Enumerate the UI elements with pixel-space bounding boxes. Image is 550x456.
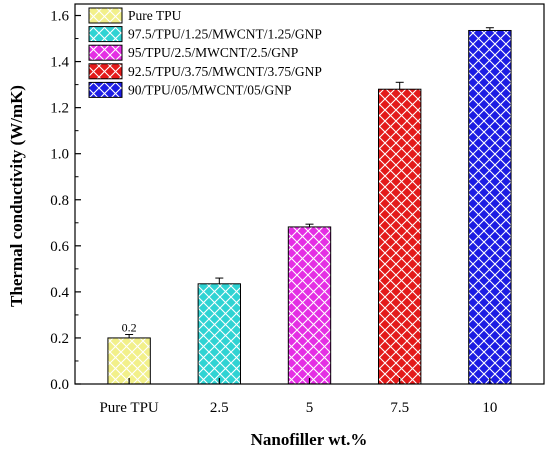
y-tick-label: 1.6 [50, 9, 69, 25]
legend-label-1: 97.5/TPU/1.25/MWCNT/1.25/GNP [128, 27, 322, 42]
legend-swatch-0 [88, 7, 123, 24]
axes-layer: 0.0 0.2 0.4 0.6 0.8 1.0 1.2 1.4 1.6 Pure TPU 2.5 5 7… [50, 3, 545, 416]
legend-swatch-3 [88, 63, 123, 80]
legend-swatch-2 [88, 44, 123, 61]
bars-layer: 0.2 [107, 27, 512, 385]
legend-label-4: 90/TPU/05/MWCNT/05/GNP [128, 82, 292, 97]
x-tick-label: 7.5 [390, 400, 409, 416]
x-tick-label: 5 [306, 400, 314, 416]
bar-1 [197, 283, 242, 385]
y-tick-label: 0.8 [50, 193, 69, 209]
legend-label-2: 95/TPU/2.5/MWCNT/2.5/GNP [128, 45, 298, 60]
y-tick-label: 0.0 [50, 377, 69, 393]
data-label-0: 0.2 [122, 320, 137, 334]
y-axis-title: Thermal conductivity (W/mK) [7, 85, 26, 307]
y-tick-label: 1.0 [50, 147, 69, 163]
bar-4 [468, 29, 512, 385]
bar-3 [377, 88, 422, 385]
y-tick-label: 0.4 [50, 285, 69, 301]
bar-2 [287, 226, 332, 385]
legend-label-0: Pure TPU [128, 8, 182, 23]
legend-label-3: 92.5/TPU/3.75/MWCNT/3.75/GNP [128, 64, 322, 79]
legend: Pure TPU 97.5/TPU/1.25/MWCNT/1.25/GNP 95/T… [88, 7, 322, 98]
legend-swatch-1 [88, 26, 123, 43]
x-axis-title: Nanofiller wt.% [251, 430, 368, 449]
y-tick-label: 1.4 [50, 55, 69, 71]
x-tick-label: 2.5 [210, 400, 229, 416]
y-tick-label: 1.2 [50, 101, 69, 117]
y-tick-label: 0.6 [50, 239, 69, 255]
x-tick-label: 10 [482, 400, 497, 416]
y-tick-label: 0.2 [50, 331, 69, 347]
x-tick-label: Pure TPU [99, 400, 158, 416]
legend-swatch-4 [88, 81, 123, 98]
bar-0 [107, 337, 151, 385]
